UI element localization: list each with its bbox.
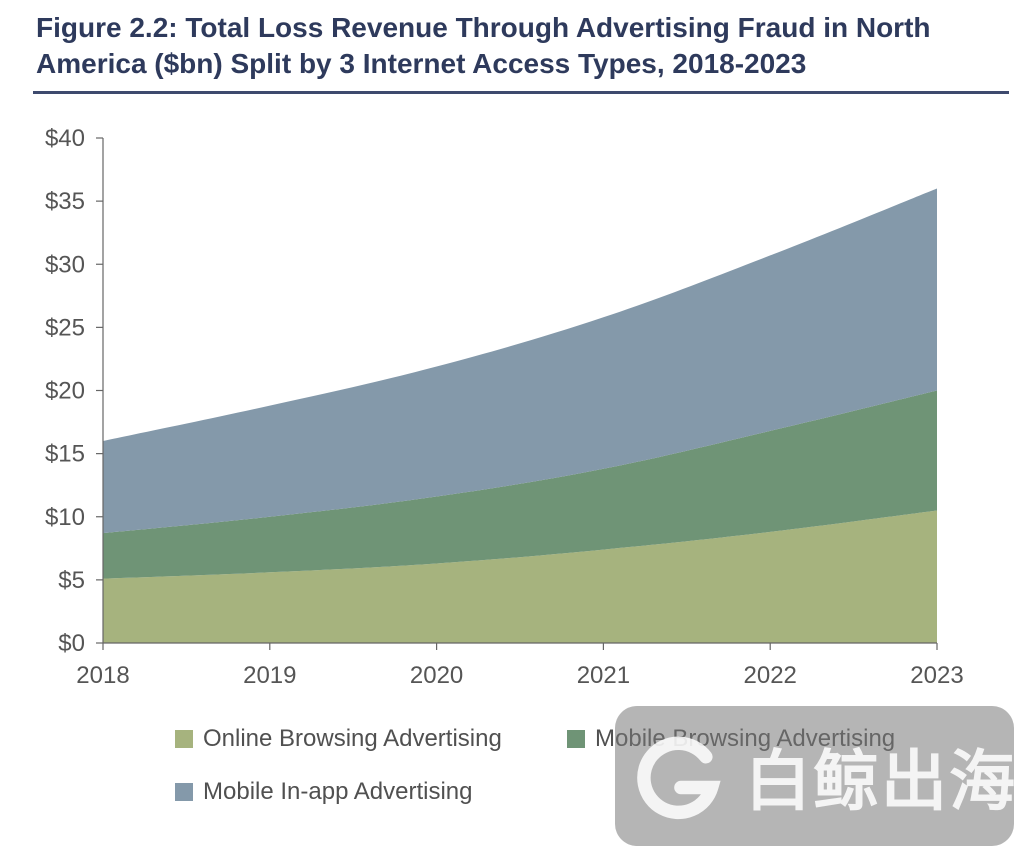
g-logo-icon — [637, 736, 721, 820]
x-tick-label: 2022 — [744, 662, 797, 689]
area-online-browsing-advertising — [103, 510, 937, 643]
legend-swatch — [567, 730, 585, 748]
x-tick-label: 2019 — [243, 662, 296, 689]
watermark-text: 白鲸出海 — [745, 743, 1017, 820]
y-tick-label: $20 — [45, 378, 85, 405]
area-mobile-in-app-advertising — [103, 188, 937, 534]
y-tick-label: $30 — [45, 251, 85, 278]
legend-label: Mobile In-app Advertising — [203, 778, 473, 805]
watermark: 白鲸出海 — [615, 706, 1017, 846]
area-mobile-browsing-advertising — [103, 390, 937, 579]
legend-swatch — [175, 730, 193, 748]
legend-item-online-browsing-advertising: Online Browsing Advertising — [175, 725, 502, 753]
x-tick-label: 2023 — [910, 662, 963, 689]
x-tick-label: 2021 — [577, 662, 630, 689]
y-tick-label: $10 — [45, 504, 85, 531]
x-tick-label: 2020 — [410, 662, 463, 689]
stacked-area-chart: $0 $5 $10 $15 $20 $25 $30 $35 $40 2018 2019 2020 202… — [45, 125, 964, 689]
y-tick-label: $15 — [45, 441, 85, 468]
y-tick-label: $0 — [58, 630, 85, 657]
y-tick-label: $35 — [45, 188, 85, 215]
legend-label: Online Browsing Advertising — [203, 725, 502, 752]
x-tick-label: 2018 — [76, 662, 129, 689]
legend-item-mobile-in-app-advertising: Mobile In-app Advertising — [175, 778, 472, 806]
y-tick-label: $5 — [58, 567, 85, 594]
legend-swatch — [175, 783, 193, 801]
y-tick-label: $25 — [45, 314, 85, 341]
y-tick-label: $40 — [45, 125, 85, 152]
chart-title: Figure 2.2: Total Loss Revenue Through A… — [36, 12, 931, 79]
title-divider — [33, 91, 1009, 94]
